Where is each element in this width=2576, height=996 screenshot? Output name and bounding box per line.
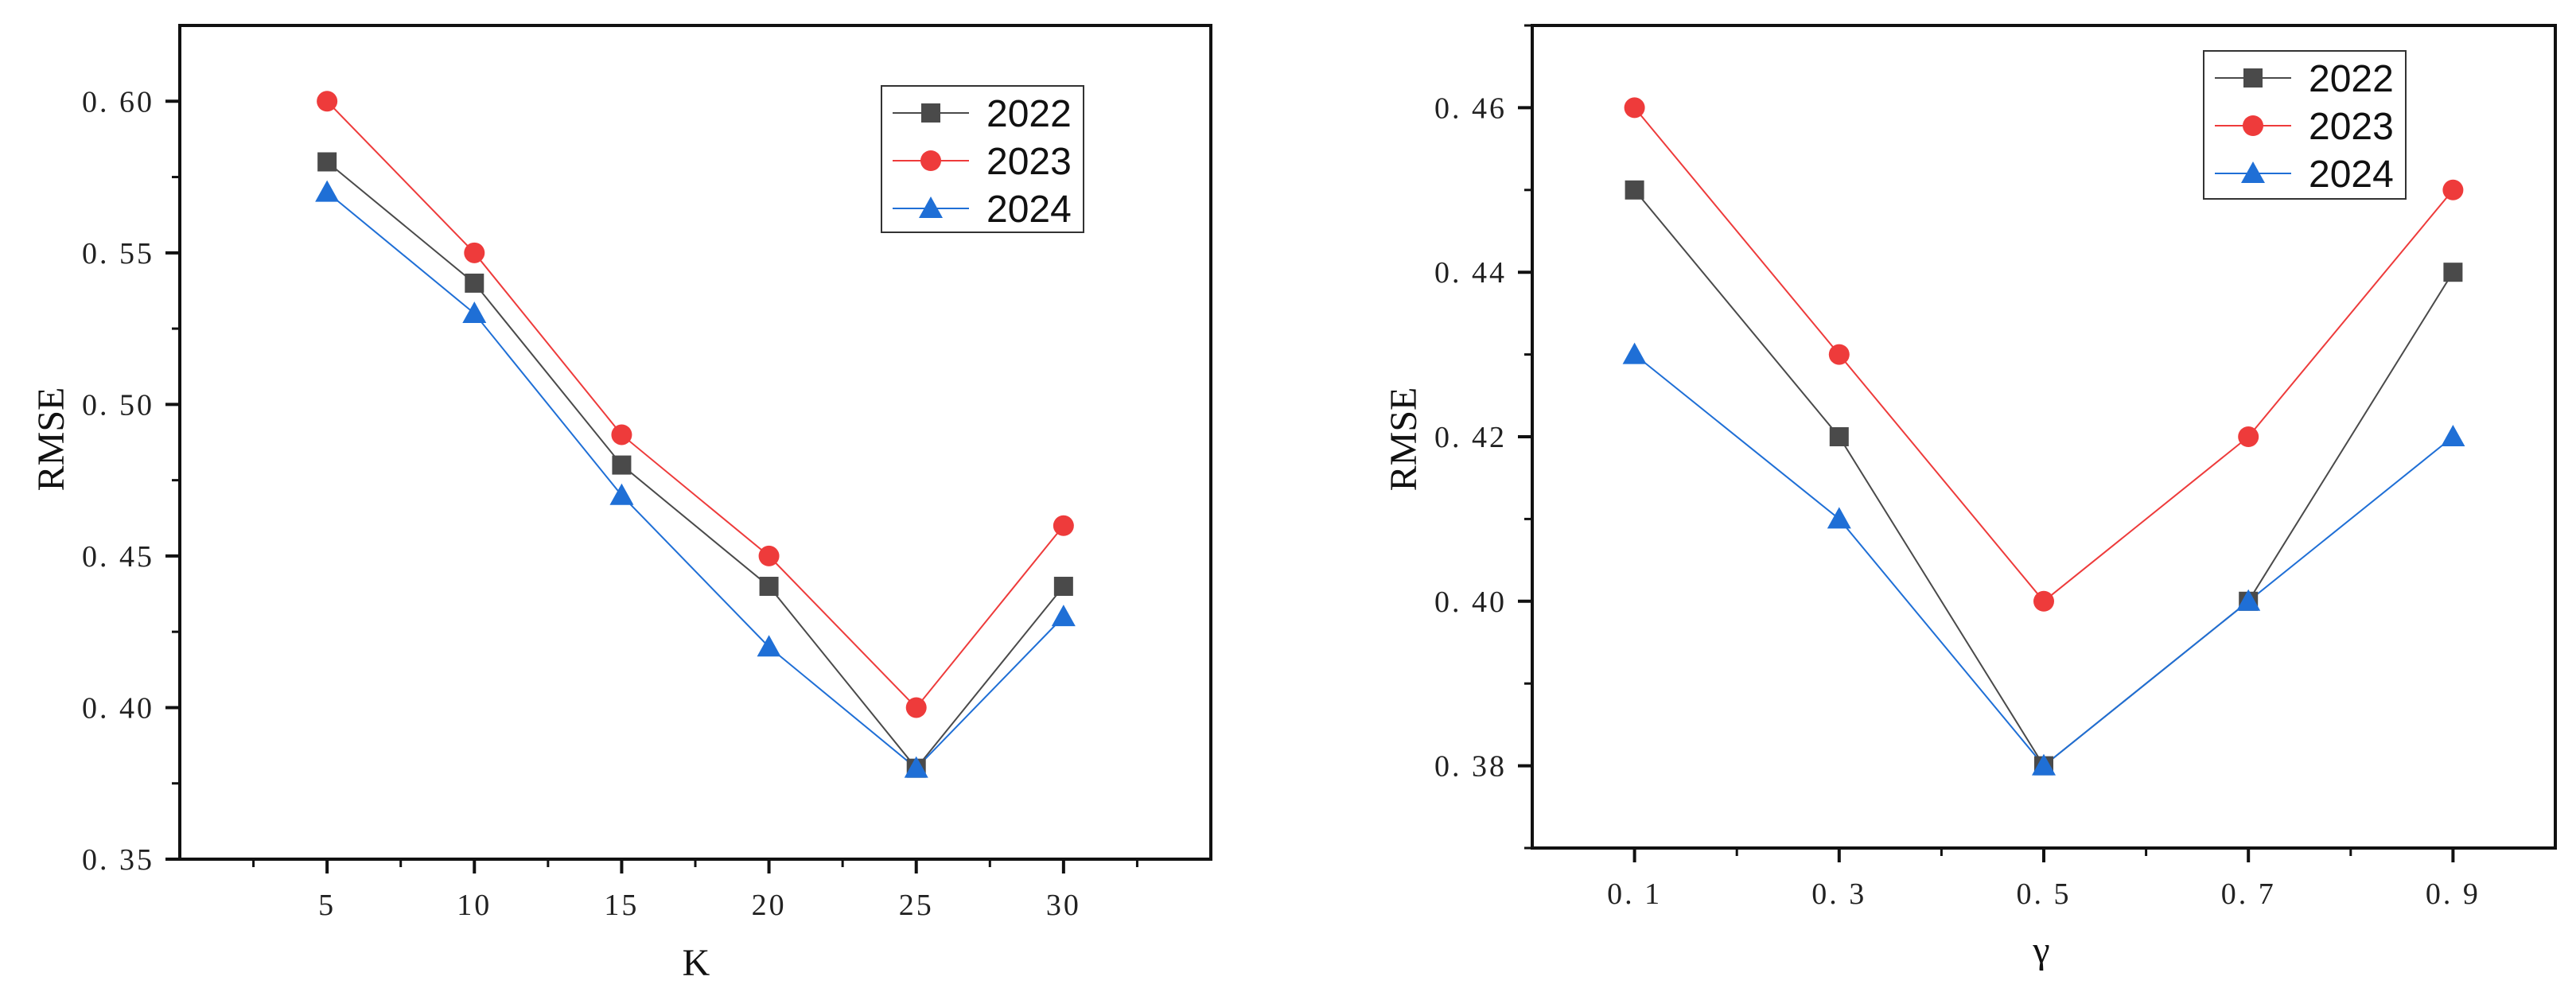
data-point-k-2022-1 [465, 273, 484, 293]
data-point-k-2024-0 [315, 180, 340, 202]
data-point-gamma-2024-4 [2441, 425, 2465, 446]
legend-marker-k-2022 [921, 103, 940, 123]
x-tick-label-k-1: 10 [457, 889, 492, 922]
chart-rmse-vs-k: 5 10 15 20 25 30 0. 35 0. 40 0. 45 0. 50 0. 55 0. 6… [30, 24, 1212, 984]
data-point-gamma-2023-4 [2442, 179, 2464, 200]
x-tick-label-gamma-1: 0. 3 [1811, 877, 1866, 911]
x-tick-label-gamma-0: 0. 1 [1607, 877, 1662, 911]
y-tick-label-k-3: 0. 50 [82, 388, 154, 422]
y-tick-label-gamma-0: 0. 38 [1434, 750, 1507, 784]
y-tick-label-gamma-4: 0. 46 [1434, 91, 1507, 125]
legend-marker-gamma-2022 [2243, 68, 2263, 88]
data-point-k-2022-5 [1053, 577, 1073, 597]
data-point-k-2024-4 [904, 756, 928, 778]
series-line-k-2024 [326, 191, 1064, 770]
plot-area-k: 5 10 15 20 25 30 0. 35 0. 40 0. 45 0. 50 0. 55 0. 6… [82, 24, 1212, 922]
data-point-k-2024-1 [462, 302, 487, 324]
legend-marker-k-2023 [920, 150, 941, 171]
data-point-gamma-2024-2 [2032, 753, 2056, 776]
data-point-k-2023-3 [758, 545, 780, 566]
data-point-gamma-2023-2 [2033, 590, 2054, 612]
data-point-k-2024-3 [757, 635, 781, 657]
series-line-k-2023 [326, 100, 1064, 709]
x-tick-label-k-2: 15 [604, 889, 639, 922]
y-axis-title-rmse-left: RMSE [30, 387, 72, 492]
data-point-k-2022-3 [759, 577, 779, 597]
data-point-gamma-2023-1 [1828, 344, 1850, 365]
data-point-k-2023-1 [464, 242, 485, 263]
legend-label-gamma-2023: 2023 [2309, 106, 2394, 148]
y-tick-label-k-0: 0. 35 [82, 843, 154, 877]
data-point-gamma-2023-3 [2238, 426, 2259, 447]
data-point-k-2022-0 [317, 152, 337, 172]
chart-rmse-vs-gamma: 0. 1 0. 3 0. 5 0. 7 0. 9 0. 38 0. 40 0. 42 0. 44… [1383, 24, 2557, 971]
data-point-gamma-2022-0 [1625, 180, 1644, 200]
series-line-k-2022 [326, 161, 1064, 770]
data-point-k-2024-2 [609, 483, 634, 505]
data-point-gamma-2022-1 [1829, 427, 1849, 446]
x-tick-label-k-5: 30 [1046, 889, 1081, 922]
y-tick-label-k-5: 0. 60 [82, 85, 154, 119]
legend-marker-gamma-2024 [2241, 161, 2265, 183]
y-tick-label-gamma-2: 0. 42 [1434, 421, 1507, 454]
data-point-k-2023-2 [611, 424, 632, 445]
y-tick-label-k-4: 0. 55 [82, 237, 154, 270]
data-point-gamma-2022-4 [2443, 263, 2463, 282]
x-axis-title-k: K [683, 942, 710, 984]
legend-marker-gamma-2023 [2243, 115, 2263, 136]
data-point-gamma-2024-1 [1827, 507, 1851, 529]
data-point-k-2023-4 [905, 697, 927, 718]
legend-label-gamma-2022: 2022 [2309, 58, 2394, 100]
x-tick-label-k-0: 5 [318, 889, 336, 922]
legend-label-k-2022: 2022 [986, 93, 1072, 135]
plot-area-gamma: 0. 1 0. 3 0. 5 0. 7 0. 9 0. 38 0. 40 0. 42 0. 44… [1434, 24, 2557, 911]
legend-label-k-2024: 2024 [986, 189, 1072, 231]
y-tick-label-k-2: 0. 45 [82, 540, 154, 574]
data-point-k-2022-2 [612, 455, 632, 475]
data-point-k-2024-5 [1051, 605, 1076, 627]
y-tick-label-k-1: 0. 40 [82, 691, 154, 725]
x-tick-label-k-4: 25 [899, 889, 934, 922]
data-point-gamma-2024-3 [2236, 589, 2261, 611]
y-tick-label-gamma-1: 0. 40 [1434, 586, 1507, 619]
x-tick-label-gamma-2: 0. 5 [2017, 877, 2072, 911]
x-tick-label-gamma-4: 0. 9 [2426, 877, 2481, 911]
legend-label-gamma-2024: 2024 [2309, 154, 2394, 196]
legend-marker-k-2024 [919, 196, 943, 218]
data-point-gamma-2024-0 [1622, 342, 1647, 364]
data-point-gamma-2023-0 [1624, 97, 1645, 119]
y-axis-title-rmse-right: RMSE [1383, 387, 1425, 492]
data-point-k-2023-0 [317, 91, 338, 112]
data-point-k-2023-5 [1053, 515, 1074, 536]
legend-label-k-2023: 2023 [986, 141, 1072, 183]
y-tick-label-gamma-3: 0. 44 [1434, 256, 1507, 290]
x-tick-label-k-3: 20 [752, 889, 787, 922]
x-axis-title-gamma: γ [2032, 929, 2049, 971]
x-tick-label-gamma-3: 0. 7 [2221, 877, 2276, 911]
